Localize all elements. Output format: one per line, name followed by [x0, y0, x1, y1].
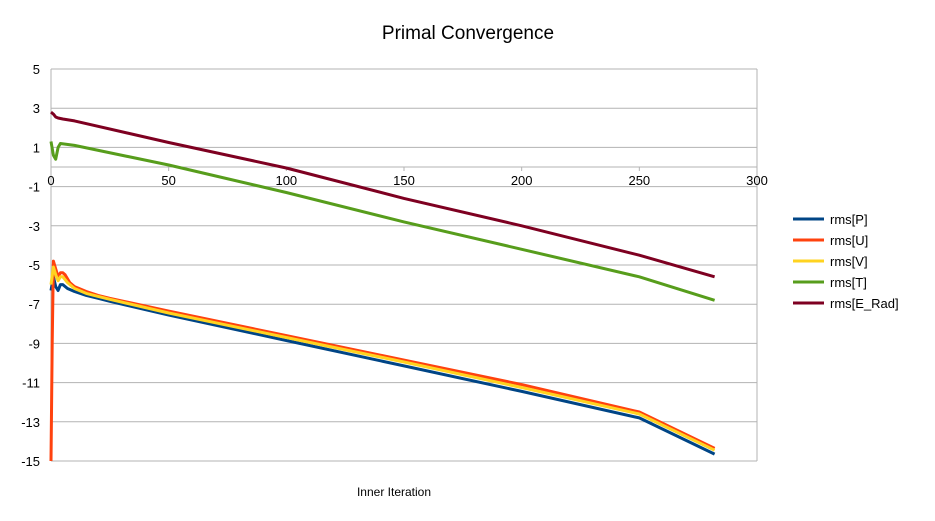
y-tick-label-10: -15	[21, 454, 40, 469]
y-tick-label-8: -11	[22, 376, 40, 391]
series-line-rms-t-	[49, 141, 716, 302]
gridlines	[51, 68, 757, 462]
y-tick-label-3: -1	[28, 180, 40, 195]
series-line-rms-p-	[49, 275, 716, 456]
legend-label-4: rms[E_Rad]	[830, 296, 899, 311]
x-tick-label-5: 250	[628, 173, 650, 188]
x-axis: 0 50 100 150 200 250 300	[47, 166, 768, 188]
y-tick-label-4: -3	[28, 219, 40, 234]
series-line-rms-e-rad-	[50, 110, 716, 279]
x-tick-label-3: 150	[393, 173, 415, 188]
x-tick-label-4: 200	[511, 173, 533, 188]
legend-label-1: rms[U]	[830, 233, 868, 248]
x-tick-label-0: 0	[47, 173, 54, 188]
y-tick-label-6: -7	[28, 297, 40, 312]
legend-label-3: rms[T]	[830, 275, 867, 290]
x-tick-label-1: 50	[161, 173, 175, 188]
y-tick-label-7: -9	[28, 336, 40, 351]
series-line-rms-v-	[49, 265, 716, 452]
y-tick-label-5: -5	[28, 258, 40, 273]
legend-label-0: rms[P]	[830, 212, 868, 227]
series-lines	[49, 110, 716, 462]
y-tick-label-2: 1	[33, 140, 40, 155]
x-tick-label-6: 300	[746, 173, 768, 188]
y-tick-label-0: 5	[33, 62, 40, 77]
chart-title: Primal Convergence	[382, 23, 554, 44]
y-tick-label-1: 3	[33, 101, 40, 116]
x-tick-label-2: 100	[275, 173, 297, 188]
y-axis: 5 3 1 -1 -3 -5 -7 -9 -11 -13 -15	[21, 62, 40, 469]
legend: rms[P] rms[U] rms[V] rms[T] rms[E_Rad]	[793, 212, 899, 311]
y-tick-label-9: -13	[21, 415, 40, 430]
x-axis-title: Inner Iteration	[357, 485, 431, 499]
legend-label-2: rms[V]	[830, 254, 868, 269]
